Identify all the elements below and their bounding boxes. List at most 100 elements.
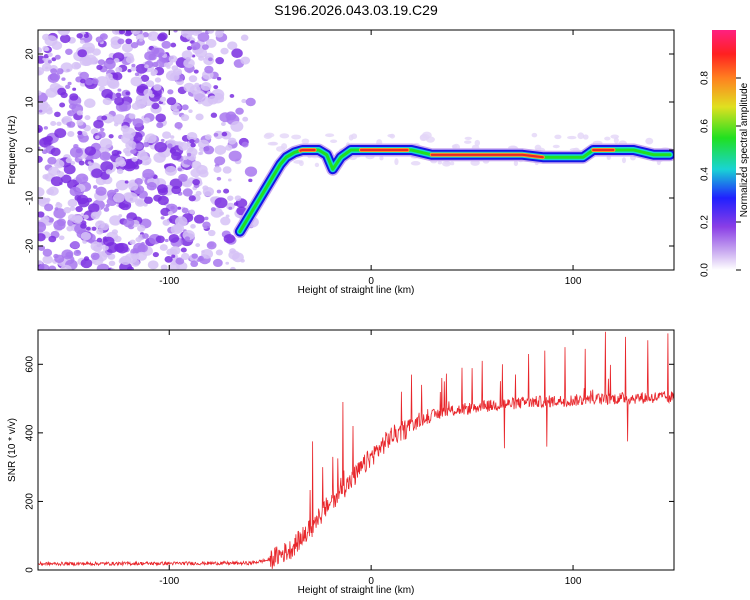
noise-blob: [65, 251, 73, 258]
noise-blob: [130, 76, 143, 87]
noise-blob: [85, 226, 91, 231]
noise-blob: [91, 78, 99, 85]
noise-blob: [56, 218, 66, 227]
noise-blob: [80, 223, 87, 229]
y-tick-label: 400: [25, 424, 36, 441]
noise-blob: [76, 119, 84, 126]
noise-blob: [554, 134, 562, 140]
noise-blob: [116, 150, 122, 155]
y-tick-label: 600: [25, 356, 36, 373]
noise-blob: [96, 64, 103, 71]
noise-blob: [83, 214, 89, 220]
noise-blob: [206, 241, 217, 250]
noise-blob: [192, 178, 200, 186]
y-tick-label: 0: [25, 567, 36, 573]
noise-blob: [70, 241, 80, 249]
noise-blob: [124, 253, 138, 264]
y-tick-label: 0: [25, 147, 36, 153]
noise-blob: [38, 197, 47, 205]
noise-blob: [241, 141, 249, 148]
noise-blob: [245, 97, 256, 107]
noise-blob: [74, 215, 83, 223]
noise-blob: [157, 184, 168, 194]
noise-blob: [145, 161, 150, 165]
noise-blob: [173, 30, 178, 33]
noise-blob: [38, 211, 45, 218]
noise-blob: [195, 113, 204, 121]
noise-blob: [136, 100, 146, 109]
noise-blob: [183, 82, 195, 93]
noise-blob: [437, 160, 443, 165]
noise-blob: [464, 136, 472, 140]
y-tick-label: 20: [25, 48, 36, 60]
noise-blob: [60, 62, 73, 73]
noise-blob: [227, 137, 237, 145]
noise-blob: [101, 88, 113, 99]
noise-blob: [194, 30, 202, 35]
noise-blob: [56, 121, 62, 126]
noise-blob: [38, 67, 45, 76]
noise-blob: [182, 155, 188, 161]
y-tick-label: 10: [25, 96, 36, 108]
noise-blob: [569, 147, 579, 152]
spectrogram-ylabel: Frequency (Hz): [7, 116, 18, 185]
noise-blob: [263, 133, 273, 139]
snr-series-line: [38, 331, 674, 569]
noise-blob: [79, 71, 90, 80]
noise-blob: [38, 146, 41, 150]
noise-blob: [181, 104, 189, 111]
noise-blob: [450, 161, 455, 166]
noise-blob: [54, 128, 67, 139]
noise-blob: [101, 115, 108, 121]
noise-blob: [199, 151, 204, 155]
noise-blob: [45, 135, 53, 143]
noise-blob: [228, 150, 242, 162]
noise-blob: [194, 82, 200, 88]
noise-blob: [178, 173, 188, 182]
noise-blob: [552, 144, 560, 149]
noise-blob: [76, 33, 83, 39]
noise-blob: [82, 132, 88, 137]
x-tick-label: -100: [159, 576, 179, 587]
noise-blob: [79, 55, 92, 67]
noise-blob: [78, 160, 85, 166]
noise-blob: [160, 138, 165, 142]
noise-blob: [103, 59, 116, 70]
noise-blob: [121, 43, 134, 53]
noise-blob: [204, 65, 214, 74]
noise-blob: [41, 149, 48, 155]
noise-blob: [71, 61, 81, 70]
noise-blob: [63, 206, 72, 214]
colorbar-ticks: 0.0 0.2 0.4 0.6 0.8: [700, 71, 741, 277]
noise-blob: [198, 169, 209, 178]
noise-blob: [42, 174, 49, 180]
noise-blob: [127, 68, 132, 73]
noise-blob: [197, 255, 204, 261]
noise-blob: [195, 243, 201, 248]
noise-blob: [100, 161, 114, 172]
noise-blob: [190, 142, 196, 148]
noise-blob: [75, 250, 81, 254]
noise-blob: [50, 120, 57, 127]
noise-blob: [325, 133, 335, 138]
noise-blob: [171, 254, 176, 258]
colorbar-tick-label: 0.6: [700, 119, 711, 133]
noise-blob: [161, 40, 171, 49]
noise-blob: [92, 48, 101, 56]
ridge-band: [236, 147, 673, 235]
noise-blob: [143, 88, 153, 97]
noise-blob: [96, 263, 110, 270]
noise-blob: [63, 117, 70, 123]
noise-blob: [155, 235, 165, 244]
noise-blob: [170, 135, 175, 139]
noise-blob: [157, 195, 169, 206]
noise-blob: [90, 241, 103, 252]
noise-blob: [169, 178, 183, 189]
noise-blob: [214, 156, 226, 166]
noise-blob: [167, 89, 174, 95]
noise-blob: [107, 79, 120, 90]
noise-blob: [144, 51, 156, 61]
noise-blob: [167, 210, 174, 216]
noise-blob: [93, 119, 104, 129]
noise-blob: [130, 30, 141, 35]
